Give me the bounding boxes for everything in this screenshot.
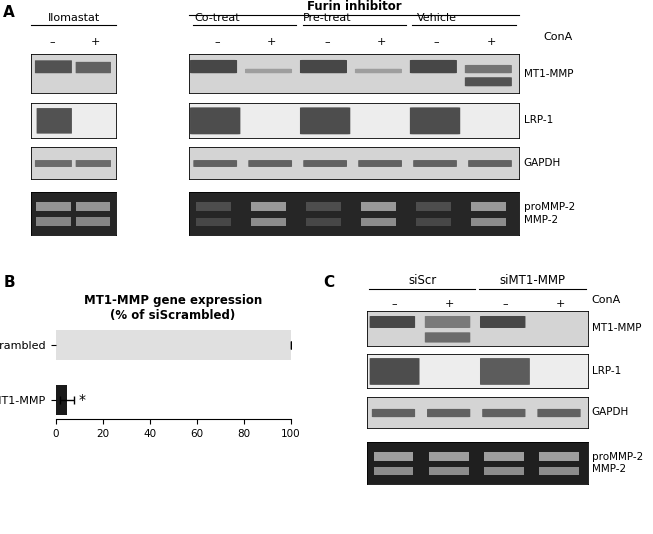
- FancyBboxPatch shape: [76, 160, 111, 167]
- FancyBboxPatch shape: [427, 409, 470, 417]
- FancyBboxPatch shape: [425, 316, 470, 328]
- FancyBboxPatch shape: [245, 69, 292, 73]
- FancyBboxPatch shape: [482, 409, 526, 417]
- FancyBboxPatch shape: [190, 60, 237, 73]
- Bar: [374, 467, 413, 475]
- Text: –: –: [324, 37, 330, 46]
- Bar: [471, 218, 506, 226]
- Text: Furin inhibitor: Furin inhibitor: [307, 1, 402, 13]
- Bar: [416, 218, 451, 226]
- Text: siMT1-MMP: siMT1-MMP: [500, 274, 565, 287]
- Bar: [76, 202, 110, 211]
- FancyBboxPatch shape: [76, 62, 111, 73]
- FancyBboxPatch shape: [465, 65, 512, 73]
- Bar: [306, 218, 341, 226]
- FancyBboxPatch shape: [190, 107, 240, 135]
- FancyBboxPatch shape: [410, 60, 457, 73]
- FancyBboxPatch shape: [193, 160, 237, 167]
- Bar: [539, 452, 579, 461]
- Text: B: B: [3, 275, 15, 290]
- Title: MT1-MMP gene expression
(% of siScrambled): MT1-MMP gene expression (% of siScramble…: [84, 294, 262, 322]
- Bar: [429, 452, 468, 461]
- Text: ConA: ConA: [543, 33, 573, 42]
- Bar: [416, 202, 451, 211]
- FancyBboxPatch shape: [37, 108, 72, 134]
- FancyBboxPatch shape: [480, 358, 530, 385]
- FancyBboxPatch shape: [303, 160, 347, 167]
- Bar: [361, 202, 396, 211]
- Text: proMMP-2
MMP-2: proMMP-2 MMP-2: [524, 202, 575, 225]
- Text: GAPDH: GAPDH: [524, 158, 561, 168]
- Bar: [429, 467, 468, 475]
- FancyBboxPatch shape: [370, 316, 415, 328]
- FancyBboxPatch shape: [248, 160, 292, 167]
- Bar: [196, 218, 231, 226]
- FancyBboxPatch shape: [537, 409, 581, 417]
- Text: +: +: [556, 300, 565, 309]
- Text: +: +: [487, 37, 496, 46]
- Text: LRP-1: LRP-1: [592, 366, 621, 376]
- Text: GAPDH: GAPDH: [592, 407, 629, 417]
- Text: *: *: [79, 393, 86, 407]
- FancyBboxPatch shape: [468, 160, 512, 167]
- Text: +: +: [377, 37, 387, 46]
- Bar: [484, 467, 524, 475]
- Bar: [306, 202, 341, 211]
- Text: Ilomastat: Ilomastat: [48, 13, 100, 23]
- Text: A: A: [3, 5, 15, 20]
- Bar: [361, 218, 396, 226]
- Bar: [484, 452, 524, 461]
- FancyBboxPatch shape: [35, 60, 72, 73]
- Text: –: –: [214, 37, 219, 46]
- FancyBboxPatch shape: [413, 160, 457, 167]
- Bar: [251, 218, 286, 226]
- FancyBboxPatch shape: [35, 160, 72, 167]
- FancyBboxPatch shape: [372, 409, 415, 417]
- FancyBboxPatch shape: [425, 332, 470, 343]
- FancyBboxPatch shape: [358, 160, 402, 167]
- Text: –: –: [502, 300, 508, 309]
- FancyBboxPatch shape: [410, 107, 460, 135]
- Text: Pre-treat: Pre-treat: [302, 13, 351, 23]
- FancyBboxPatch shape: [465, 77, 512, 87]
- Text: siScr: siScr: [408, 274, 436, 287]
- Bar: [36, 217, 71, 225]
- Text: MT1-MMP: MT1-MMP: [524, 69, 573, 78]
- FancyBboxPatch shape: [355, 69, 402, 73]
- Bar: [251, 202, 286, 211]
- Text: +: +: [445, 300, 454, 309]
- Bar: [76, 217, 110, 225]
- Bar: [196, 202, 231, 211]
- Text: Co-treat: Co-treat: [194, 13, 240, 23]
- FancyBboxPatch shape: [300, 60, 347, 73]
- Text: proMMP-2
MMP-2: proMMP-2 MMP-2: [592, 452, 643, 474]
- Text: –: –: [50, 37, 56, 46]
- Bar: [56, 330, 291, 360]
- FancyBboxPatch shape: [370, 358, 419, 385]
- FancyBboxPatch shape: [300, 107, 350, 135]
- Text: +: +: [267, 37, 276, 46]
- Text: Vehicle: Vehicle: [417, 13, 456, 23]
- Text: MT1-MMP: MT1-MMP: [592, 324, 641, 333]
- FancyBboxPatch shape: [480, 316, 526, 328]
- Text: LRP-1: LRP-1: [524, 115, 553, 125]
- Bar: [374, 452, 413, 461]
- Bar: [471, 202, 506, 211]
- Text: –: –: [392, 300, 398, 309]
- Bar: [539, 467, 579, 475]
- Text: +: +: [90, 37, 100, 46]
- Bar: [36, 202, 71, 211]
- Bar: [56, 385, 67, 415]
- Text: C: C: [323, 275, 334, 290]
- Text: –: –: [434, 37, 439, 46]
- Text: ConA: ConA: [591, 295, 620, 305]
